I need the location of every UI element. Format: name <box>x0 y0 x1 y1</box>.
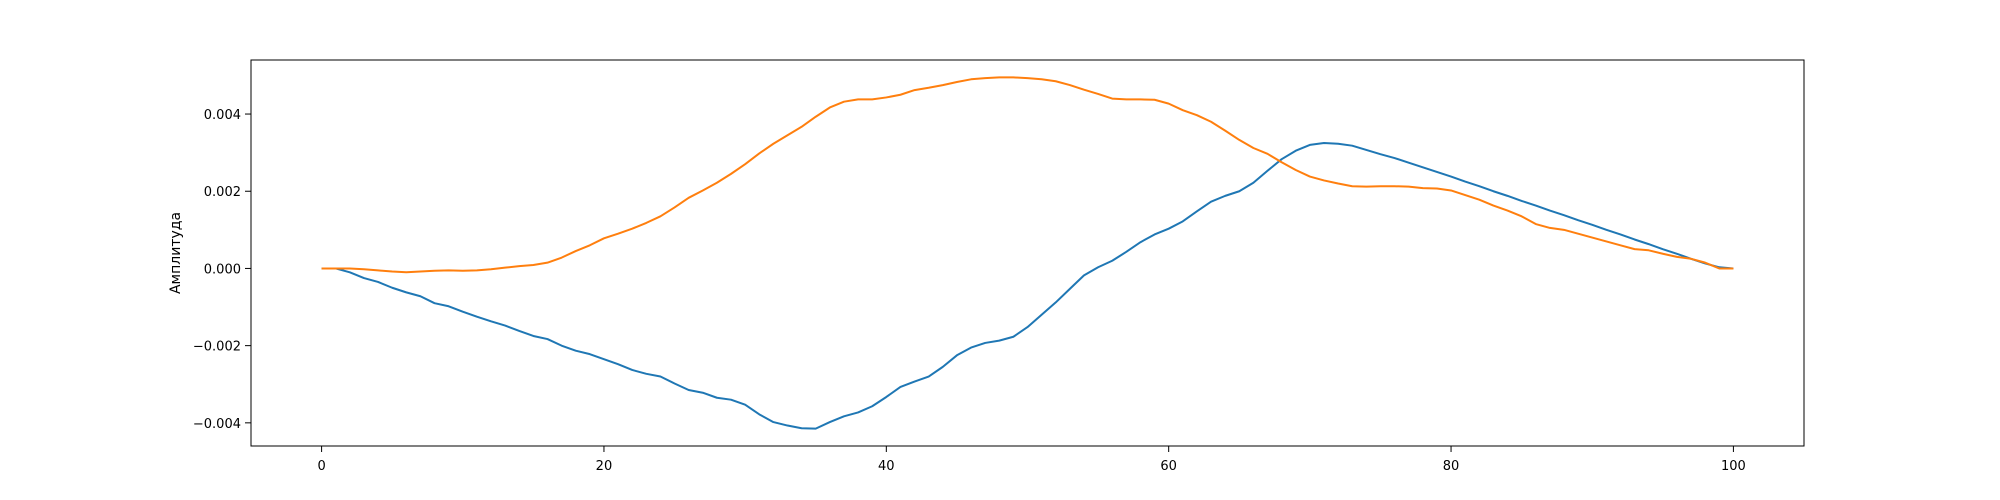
y-tick-label: 0.002 <box>204 185 241 200</box>
y-tick-label: −0.004 <box>193 417 241 432</box>
series-layer <box>321 76 1734 430</box>
series-line-2 <box>321 76 1734 274</box>
y-tick-label: 0.000 <box>204 262 241 277</box>
x-tick-label: 60 <box>1160 459 1177 474</box>
y-axis-label: Амплитуда <box>168 212 184 294</box>
x-tick-label: 40 <box>878 459 895 474</box>
x-tick-label: 0 <box>317 459 325 474</box>
x-tick-label: 100 <box>1721 459 1746 474</box>
plot-area-background <box>251 60 1804 446</box>
x-tick-label: 80 <box>1443 459 1460 474</box>
y-tick-label: 0.004 <box>204 108 241 123</box>
series-line-1 <box>321 141 1734 430</box>
x-tick-label: 20 <box>596 459 613 474</box>
y-tick-label: −0.002 <box>193 340 241 355</box>
y-axis: −0.004 −0.002 0.000 0.002 0.004 <box>193 108 251 432</box>
plot-frame <box>250 59 1805 447</box>
x-axis: 0 20 40 60 80 100 <box>317 446 1746 474</box>
